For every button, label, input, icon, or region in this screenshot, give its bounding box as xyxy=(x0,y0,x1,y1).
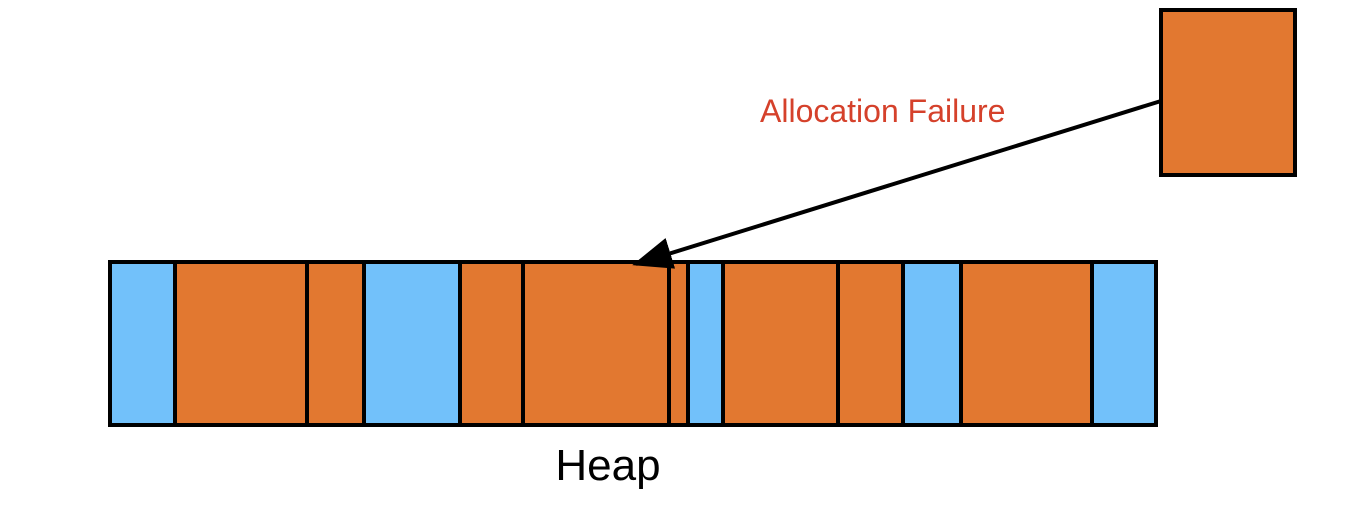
heap-block-used xyxy=(521,260,671,427)
heap-block-used xyxy=(667,260,690,427)
heap-block-used xyxy=(458,260,525,427)
heap-block-free xyxy=(108,260,177,427)
heap-block-used xyxy=(721,260,840,427)
heap-block-free xyxy=(686,260,725,427)
heap-block-used xyxy=(836,260,905,427)
heap-block-free xyxy=(901,260,963,427)
heap-block-free xyxy=(362,260,462,427)
heap-block-used xyxy=(305,260,366,427)
heap-block-used xyxy=(173,260,309,427)
heap-block-free xyxy=(1090,260,1158,427)
incoming-object-block xyxy=(1159,8,1297,177)
heap-bar xyxy=(108,260,1158,427)
heap-label: Heap xyxy=(555,441,660,490)
allocation-failure-label: Allocation Failure xyxy=(760,93,1005,129)
allocation-arrow xyxy=(632,99,1162,269)
heap-block-used xyxy=(959,260,1094,427)
